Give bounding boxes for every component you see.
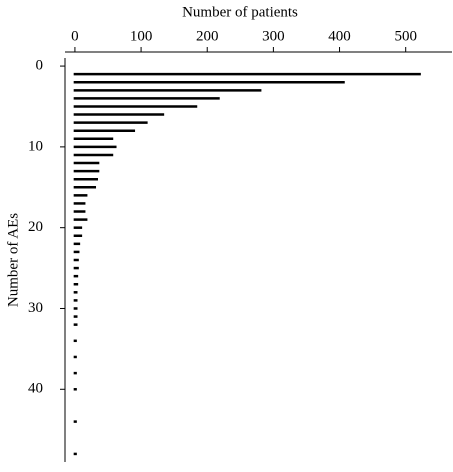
x-tick-label: 100: [130, 28, 153, 44]
x-tick-label: 0: [71, 28, 79, 44]
y-tick-label: 10: [28, 138, 43, 154]
x-tick-label: 400: [328, 28, 351, 44]
y-tick-label: 0: [36, 58, 44, 74]
x-tick-label: 500: [394, 28, 417, 44]
x-tick-label: 200: [196, 28, 219, 44]
y-tick-label: 30: [28, 300, 43, 316]
y-tick-label: 40: [28, 381, 43, 397]
y-axis-title: Number of AEs: [5, 213, 21, 307]
x-tick-label: 300: [262, 28, 285, 44]
x-axis-title: Number of patients: [182, 4, 298, 20]
y-tick-label: 20: [28, 219, 43, 235]
